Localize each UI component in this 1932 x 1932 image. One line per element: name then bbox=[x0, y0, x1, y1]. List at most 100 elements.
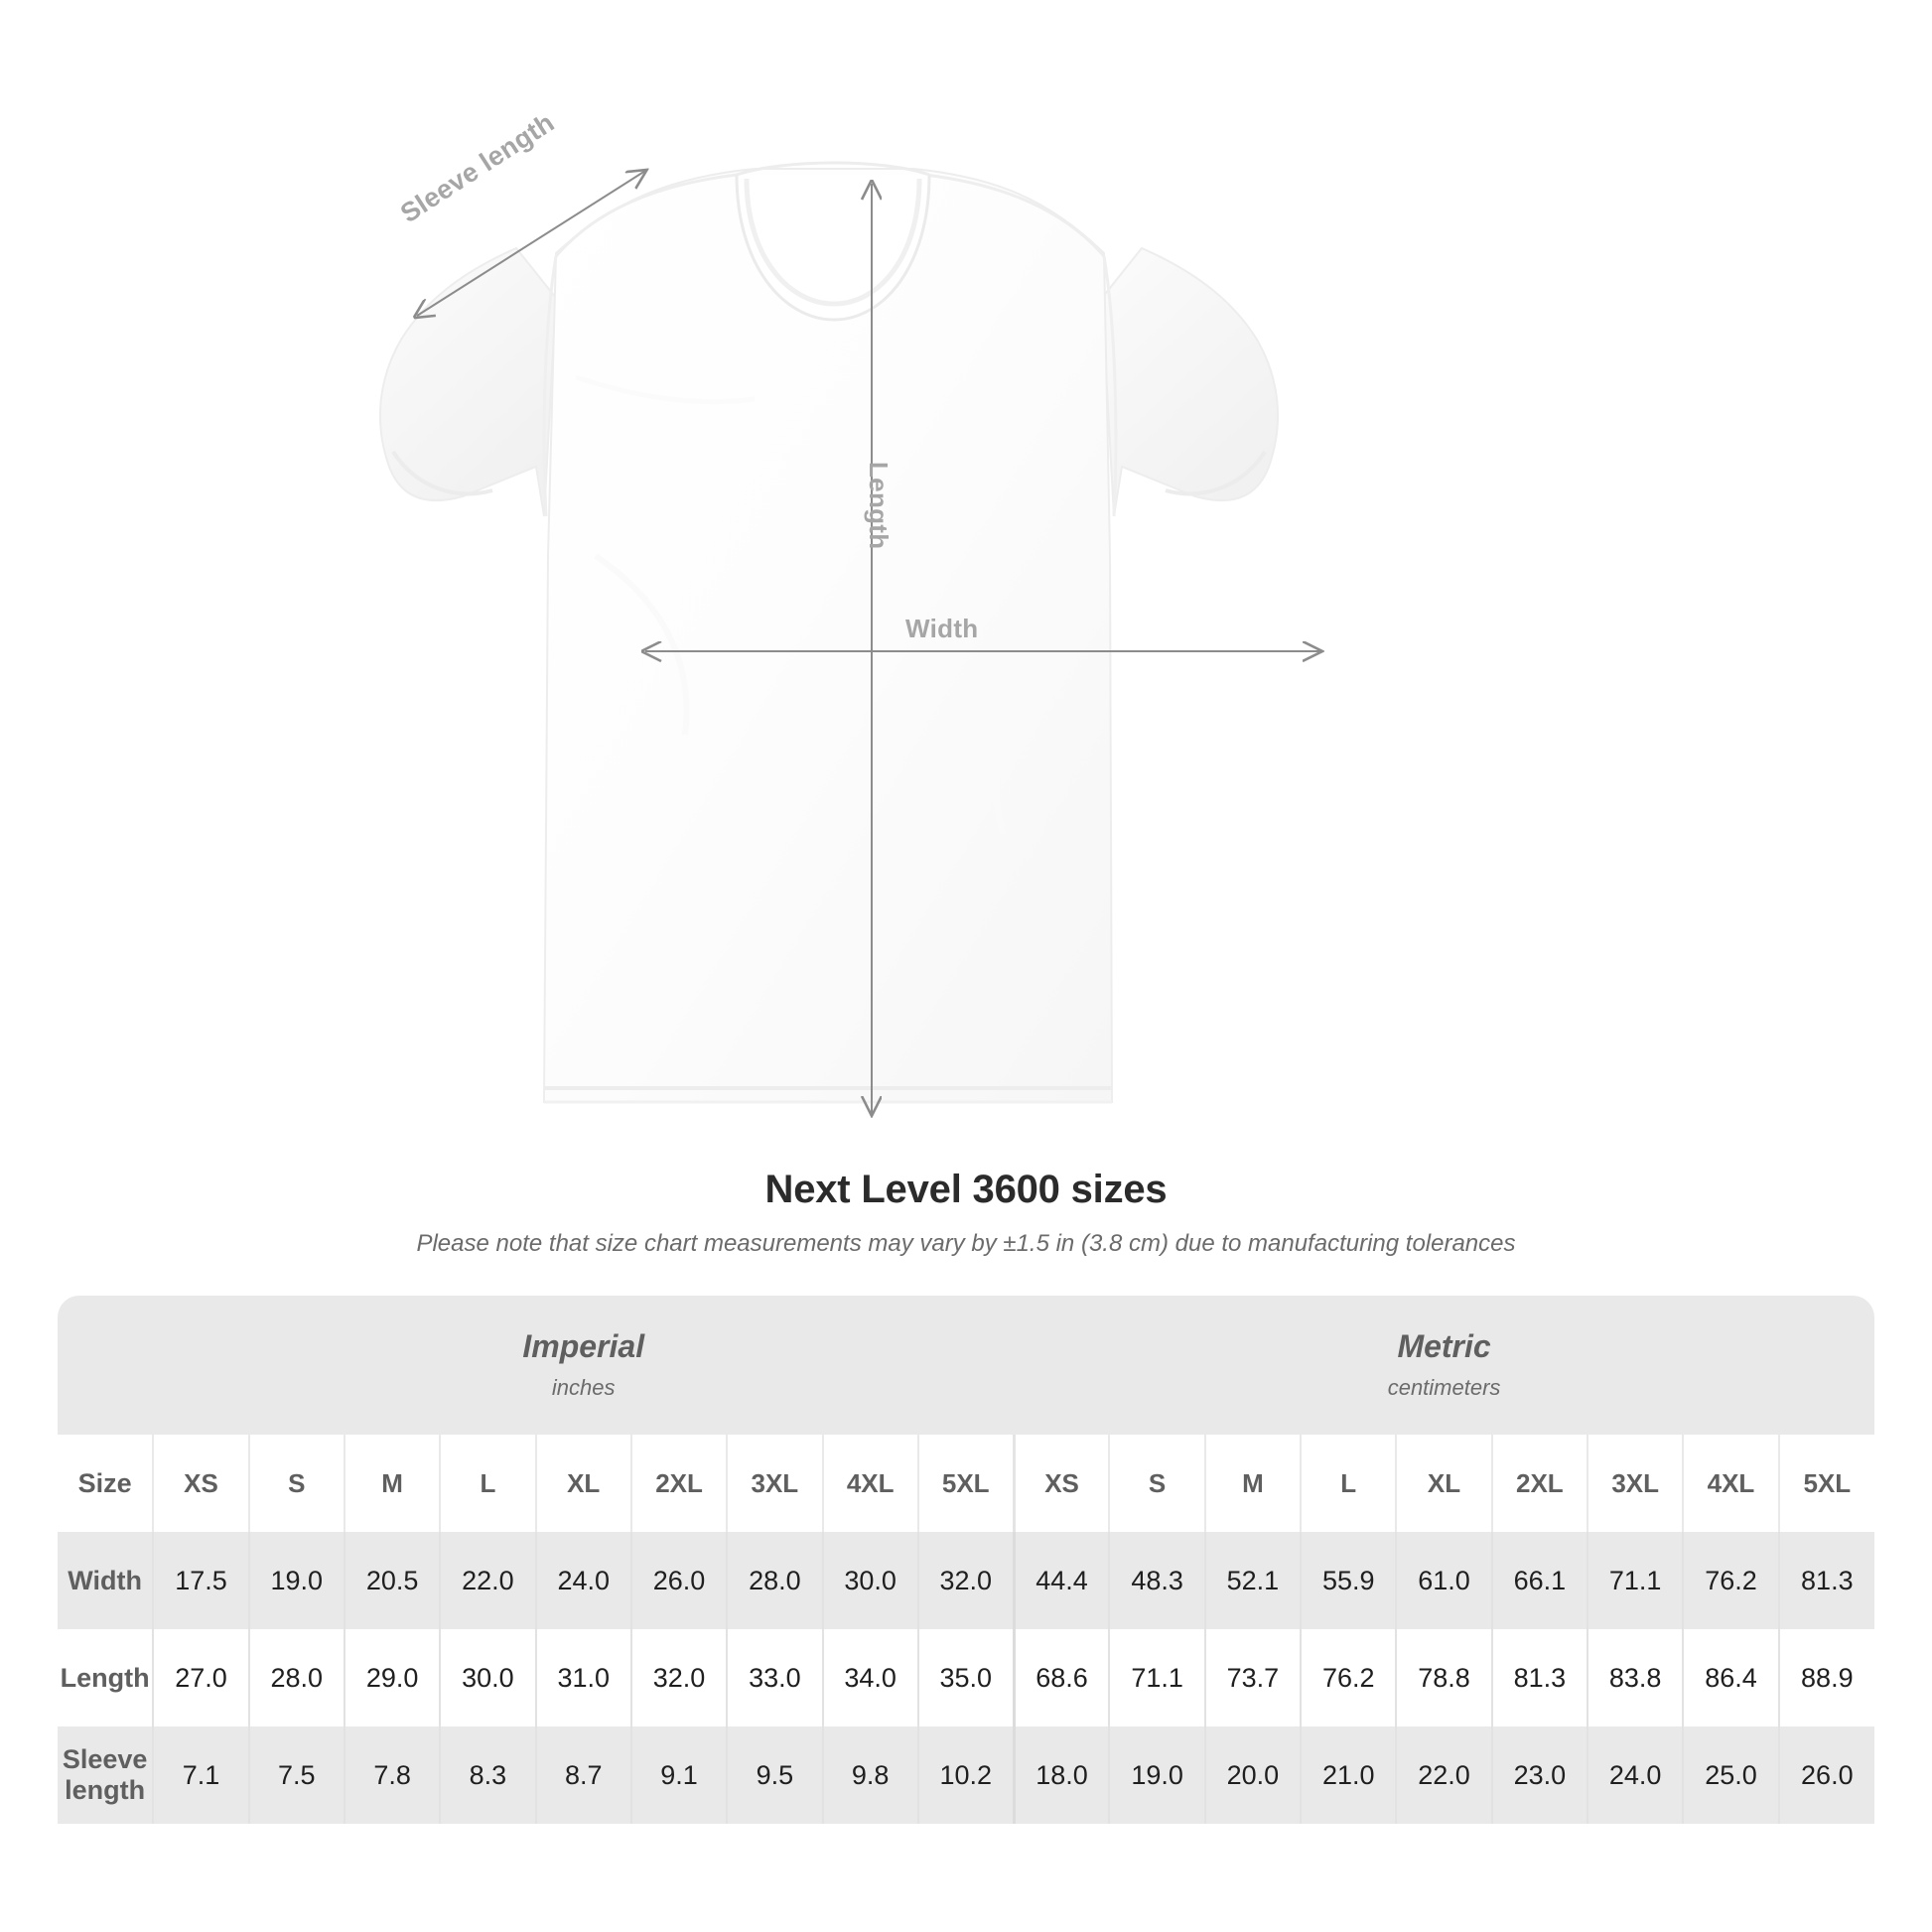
unit-sub-imperial: inches bbox=[551, 1374, 616, 1400]
size-header-imperial-l: L bbox=[440, 1435, 537, 1532]
table-row-width: Width 17.5 19.0 20.5 22.0 24.0 26.0 28.0… bbox=[58, 1532, 1874, 1629]
length-imperial-3xl: 33.0 bbox=[727, 1629, 824, 1726]
row-label-length: Length bbox=[58, 1629, 155, 1726]
length-dimension-label: Length bbox=[864, 462, 894, 550]
size-table: Imperial inches Metric centimeters Size … bbox=[58, 1296, 1874, 1824]
length-metric-2xl: 81.3 bbox=[1491, 1629, 1589, 1726]
page-title: Next Level 3600 sizes bbox=[764, 1168, 1168, 1211]
page-subtitle: Please note that size chart measurements… bbox=[416, 1230, 1516, 1257]
length-imperial-2xl: 32.0 bbox=[630, 1629, 729, 1726]
size-header-metric-2xl: 2XL bbox=[1491, 1435, 1589, 1532]
sleeve-imperial-xs: 7.1 bbox=[153, 1726, 250, 1824]
sleeve-metric-m: 20.0 bbox=[1204, 1726, 1303, 1824]
size-header-metric-xl: XL bbox=[1396, 1435, 1493, 1532]
width-imperial-3xl: 28.0 bbox=[727, 1532, 824, 1629]
sleeve-imperial-xl: 8.7 bbox=[535, 1726, 632, 1824]
size-table-container: Imperial inches Metric centimeters Size … bbox=[58, 1296, 1874, 1824]
length-imperial-xl: 31.0 bbox=[535, 1629, 632, 1726]
size-table-body: Imperial inches Metric centimeters Size … bbox=[58, 1296, 1874, 1824]
sleeve-imperial-l: 8.3 bbox=[440, 1726, 537, 1824]
sleeve-imperial-4xl: 9.8 bbox=[822, 1726, 919, 1824]
size-header-imperial-m: M bbox=[344, 1435, 442, 1532]
unit-name-metric: Metric bbox=[1397, 1328, 1491, 1365]
width-dimension-label: Width bbox=[905, 614, 979, 643]
sleeve-metric-l: 21.0 bbox=[1301, 1726, 1398, 1824]
length-imperial-s: 28.0 bbox=[248, 1629, 345, 1726]
width-metric-l: 55.9 bbox=[1301, 1532, 1398, 1629]
sleeve-metric-xl: 22.0 bbox=[1396, 1726, 1493, 1824]
width-metric-xs: 44.4 bbox=[1014, 1532, 1111, 1629]
sleeve-metric-xs: 18.0 bbox=[1014, 1726, 1111, 1824]
width-metric-2xl: 66.1 bbox=[1491, 1532, 1589, 1629]
width-metric-m: 52.1 bbox=[1204, 1532, 1303, 1629]
size-header-imperial-2xl: 2XL bbox=[630, 1435, 729, 1532]
sleeve-imperial-2xl: 9.1 bbox=[630, 1726, 729, 1824]
width-metric-xl: 61.0 bbox=[1396, 1532, 1493, 1629]
unit-header-metric: Metric centimeters bbox=[1014, 1296, 1874, 1435]
width-imperial-xs: 17.5 bbox=[153, 1532, 250, 1629]
tshirt-illustration: Sleeve length Length Width bbox=[379, 107, 1932, 1162]
tshirt-diagram-svg bbox=[379, 161, 1932, 1162]
unit-name-imperial: Imperial bbox=[522, 1328, 645, 1365]
size-header-label: Size bbox=[58, 1435, 155, 1532]
size-header-imperial-xl: XL bbox=[535, 1435, 632, 1532]
sleeve-metric-3xl: 24.0 bbox=[1587, 1726, 1685, 1824]
size-header-imperial-5xl: 5XL bbox=[917, 1435, 1016, 1532]
width-imperial-2xl: 26.0 bbox=[630, 1532, 729, 1629]
size-header-imperial-xs: XS bbox=[153, 1435, 250, 1532]
size-header-row: Size XS S M L XL 2XL 3XL 4XL 5XL XS S M … bbox=[58, 1435, 1874, 1532]
length-imperial-xs: 27.0 bbox=[153, 1629, 250, 1726]
size-header-metric-m: M bbox=[1204, 1435, 1303, 1532]
unit-sub-metric: centimeters bbox=[1387, 1374, 1501, 1400]
sleeve-imperial-5xl: 10.2 bbox=[917, 1726, 1016, 1824]
length-metric-l: 76.2 bbox=[1301, 1629, 1398, 1726]
size-header-imperial-3xl: 3XL bbox=[727, 1435, 824, 1532]
length-metric-xs: 68.6 bbox=[1014, 1629, 1111, 1726]
width-metric-3xl: 71.1 bbox=[1587, 1532, 1685, 1629]
size-header-metric-5xl: 5XL bbox=[1778, 1435, 1874, 1532]
size-header-imperial-s: S bbox=[248, 1435, 345, 1532]
table-row-sleeve-length: Sleeve length 7.1 7.5 7.8 8.3 8.7 9.1 9.… bbox=[58, 1726, 1874, 1824]
row-label-sleeve-length: Sleeve length bbox=[58, 1726, 155, 1824]
sleeve-metric-2xl: 23.0 bbox=[1491, 1726, 1589, 1824]
length-imperial-m: 29.0 bbox=[344, 1629, 442, 1726]
size-header-imperial-4xl: 4XL bbox=[822, 1435, 919, 1532]
width-imperial-xl: 24.0 bbox=[535, 1532, 632, 1629]
width-metric-4xl: 76.2 bbox=[1683, 1532, 1780, 1629]
length-metric-xl: 78.8 bbox=[1396, 1629, 1493, 1726]
length-metric-4xl: 86.4 bbox=[1683, 1629, 1780, 1726]
unit-header-imperial: Imperial inches bbox=[153, 1296, 1015, 1435]
sleeve-imperial-m: 7.8 bbox=[344, 1726, 442, 1824]
unit-header-spacer bbox=[58, 1296, 154, 1435]
size-header-metric-3xl: 3XL bbox=[1587, 1435, 1685, 1532]
width-imperial-m: 20.5 bbox=[344, 1532, 442, 1629]
title-block: Next Level 3600 sizes Please note that s… bbox=[0, 1167, 1932, 1259]
width-metric-5xl: 81.3 bbox=[1778, 1532, 1874, 1629]
size-header-metric-xs: XS bbox=[1014, 1435, 1111, 1532]
sleeve-imperial-s: 7.5 bbox=[248, 1726, 345, 1824]
length-imperial-4xl: 34.0 bbox=[822, 1629, 919, 1726]
sleeve-metric-s: 19.0 bbox=[1109, 1726, 1206, 1824]
width-metric-s: 48.3 bbox=[1109, 1532, 1206, 1629]
width-imperial-s: 19.0 bbox=[248, 1532, 345, 1629]
width-imperial-4xl: 30.0 bbox=[822, 1532, 919, 1629]
length-metric-5xl: 88.9 bbox=[1778, 1629, 1874, 1726]
tshirt-body-shape bbox=[379, 161, 1279, 1104]
sleeve-metric-5xl: 26.0 bbox=[1778, 1726, 1874, 1824]
length-metric-s: 71.1 bbox=[1109, 1629, 1206, 1726]
length-metric-3xl: 83.8 bbox=[1587, 1629, 1685, 1726]
width-imperial-5xl: 32.0 bbox=[917, 1532, 1016, 1629]
size-header-metric-s: S bbox=[1109, 1435, 1206, 1532]
size-header-metric-4xl: 4XL bbox=[1683, 1435, 1780, 1532]
length-imperial-5xl: 35.0 bbox=[917, 1629, 1016, 1726]
sleeve-imperial-3xl: 9.5 bbox=[727, 1726, 824, 1824]
row-label-width: Width bbox=[58, 1532, 155, 1629]
unit-header-row: Imperial inches Metric centimeters bbox=[58, 1296, 1874, 1435]
width-imperial-l: 22.0 bbox=[440, 1532, 537, 1629]
sleeve-length-arrow bbox=[417, 171, 645, 316]
length-metric-m: 73.7 bbox=[1204, 1629, 1303, 1726]
sleeve-metric-4xl: 25.0 bbox=[1683, 1726, 1780, 1824]
measurement-lines bbox=[417, 171, 1320, 1114]
size-header-metric-l: L bbox=[1301, 1435, 1398, 1532]
